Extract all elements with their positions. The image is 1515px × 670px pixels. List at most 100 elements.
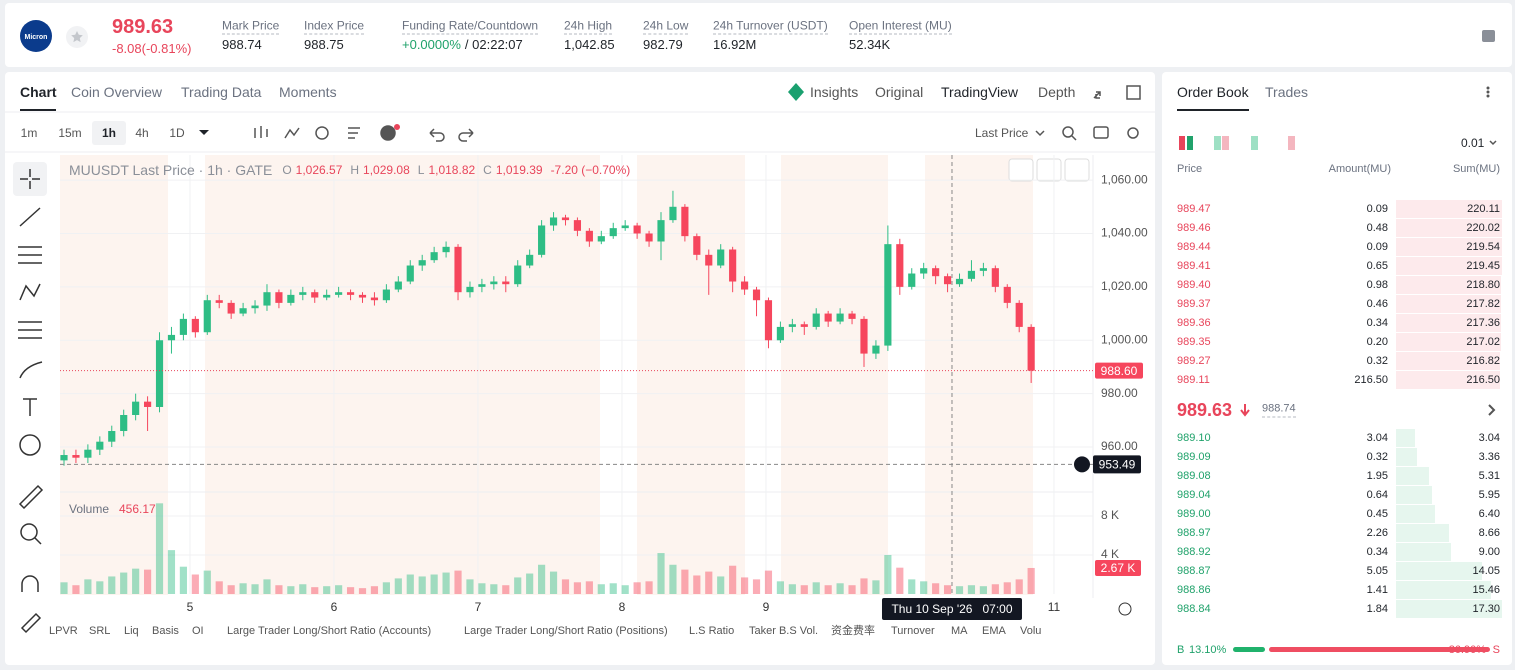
volume-bar — [561, 579, 570, 594]
book-price[interactable]: 988.97 — [1177, 527, 1211, 539]
book-price[interactable]: 989.36 — [1177, 317, 1211, 329]
candle-body — [466, 286, 474, 293]
settings-icon[interactable] — [1118, 602, 1132, 616]
book-price[interactable]: 989.47 — [1177, 203, 1211, 215]
volume-bar — [741, 577, 749, 594]
book-price[interactable]: 988.86 — [1177, 584, 1211, 596]
book-price[interactable]: 989.11 — [1177, 374, 1210, 386]
candle-body — [669, 206, 677, 221]
book-price[interactable]: 989.37 — [1177, 298, 1211, 310]
volume-bar — [824, 585, 832, 594]
volume-bar — [657, 553, 665, 594]
last-volume-label: 2.67 K — [1101, 561, 1136, 575]
indicator[interactable]: 资金费率 — [831, 625, 875, 637]
book-price[interactable]: 989.10 — [1177, 432, 1211, 444]
volume-bar — [920, 581, 928, 594]
header-panel — [5, 3, 1512, 67]
book-price[interactable]: 989.27 — [1177, 355, 1211, 367]
tab[interactable]: Chart — [20, 84, 57, 100]
indicator[interactable]: Turnover — [891, 625, 935, 637]
interval[interactable]: 4h — [135, 126, 149, 140]
indicator[interactable]: Liq — [124, 625, 139, 637]
candle-body — [645, 233, 653, 242]
depth-bar — [1396, 200, 1502, 218]
volume-bar — [681, 569, 689, 594]
interval[interactable]: 1m — [20, 126, 38, 140]
book-price[interactable]: 989.00 — [1177, 508, 1211, 520]
indicator[interactable]: Taker B.S Vol. — [749, 625, 819, 637]
book-tab[interactable]: Trades — [1265, 84, 1309, 100]
volume-tick-label: 4 K — [1101, 547, 1119, 561]
interval[interactable]: 15m — [58, 126, 82, 140]
book-price[interactable]: 989.09 — [1177, 451, 1211, 463]
candle-body — [1003, 286, 1011, 303]
volume-bar — [84, 579, 92, 594]
indicator[interactable]: EMA — [982, 625, 1006, 637]
book-price[interactable]: 989.35 — [1177, 336, 1211, 348]
volume-bar — [932, 583, 940, 594]
tab[interactable]: Moments — [279, 84, 337, 100]
candle-body — [836, 313, 844, 322]
scroll-button[interactable] — [1008, 158, 1034, 182]
book-price[interactable]: 988.92 — [1177, 546, 1211, 558]
indicator[interactable]: SRL — [89, 625, 111, 637]
price-source[interactable]: Last Price — [975, 126, 1029, 140]
indicator[interactable]: Volu — [1020, 625, 1042, 637]
stat-value: 16.92M — [713, 37, 757, 52]
last-price-tag — [1095, 362, 1143, 379]
price-change: -8.08(-0.81%) — [112, 41, 192, 56]
candle-body — [143, 401, 152, 407]
view-tab[interactable]: Original — [875, 84, 924, 100]
book-tab[interactable]: Order Book — [1177, 84, 1249, 100]
book-amount: 0.98 — [1366, 279, 1388, 291]
layout-icon[interactable] — [1482, 30, 1495, 42]
book-price[interactable]: 989.41 — [1177, 260, 1211, 272]
candle-body — [824, 313, 832, 322]
candle-body — [191, 318, 199, 333]
book-price[interactable]: 988.84 — [1177, 603, 1211, 615]
volume-bar — [311, 587, 319, 594]
column-header: Price — [1177, 163, 1203, 175]
indicator[interactable]: Large Trader Long/Short Ratio (Positions… — [464, 625, 668, 637]
volume-bar — [335, 585, 343, 594]
book-sum: 220.02 — [1466, 222, 1500, 234]
book-sum: 5.95 — [1478, 489, 1500, 501]
volume-bar — [752, 579, 761, 594]
volume-bar — [621, 585, 629, 594]
candle-body — [788, 324, 796, 327]
interval[interactable]: 1h — [101, 126, 117, 140]
book-price[interactable]: 988.87 — [1177, 565, 1211, 577]
candle-body — [502, 281, 510, 285]
book-price[interactable]: 989.04 — [1177, 489, 1211, 501]
collapse-button[interactable] — [1036, 158, 1062, 182]
indicator[interactable]: L.S Ratio — [689, 625, 735, 637]
book-price[interactable]: 989.08 — [1177, 470, 1211, 482]
indicator[interactable]: LPVR — [49, 625, 78, 637]
book-price[interactable]: 989.40 — [1177, 279, 1211, 291]
stat-value: 52.34K — [849, 37, 891, 52]
candle-body — [526, 254, 534, 266]
indicator[interactable]: Basis — [152, 625, 179, 637]
book-sum: 6.40 — [1478, 508, 1500, 520]
interval[interactable]: 1D — [169, 126, 185, 140]
indicator[interactable]: Large Trader Long/Short Ratio (Accounts) — [227, 625, 432, 637]
candle-body — [812, 313, 820, 327]
precision[interactable]: 0.01 — [1461, 136, 1485, 150]
reset-button[interactable] — [1064, 158, 1090, 182]
book-price[interactable]: 989.44 — [1177, 241, 1211, 253]
book-price[interactable]: 989.46 — [1177, 222, 1211, 234]
tab[interactable]: Coin Overview — [71, 84, 163, 100]
view-tab[interactable]: TradingView — [941, 84, 1019, 100]
indicator[interactable]: OI — [192, 625, 204, 637]
candle-body — [406, 265, 414, 282]
indicator[interactable]: MA — [951, 625, 968, 637]
view-tab[interactable]: Depth — [1038, 84, 1076, 100]
tab[interactable]: Trading Data — [181, 84, 262, 100]
book-amount: 0.09 — [1366, 203, 1388, 215]
view-tab[interactable]: Insights — [810, 84, 859, 100]
volume-bar — [884, 555, 892, 594]
x-tick-label: 9 — [763, 600, 770, 614]
dropdown-icon[interactable] — [199, 130, 209, 135]
book-amount: 5.05 — [1366, 565, 1388, 577]
volume-bar — [179, 566, 187, 594]
